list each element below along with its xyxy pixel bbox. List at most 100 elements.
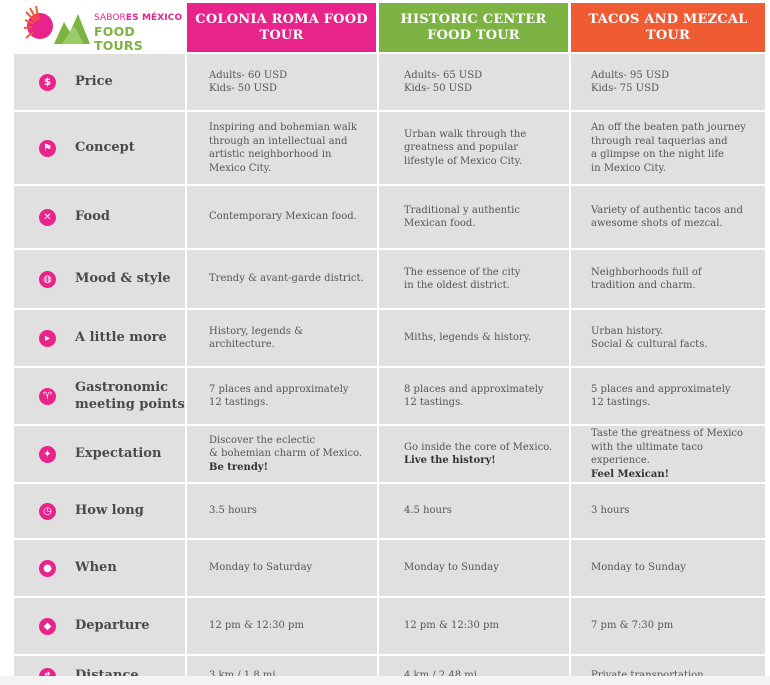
star-icon: ✦ [39,446,56,463]
cell-text: 7 places and approximately 12 tastings. [209,383,349,409]
table-row: $ Price Adults- 60 USD Kids- 50 USD Adults-… [14,54,765,110]
cell-text: Trendy & avant-garde district. [209,273,364,285]
table-row: ▸ A little more History, legends & archite… [14,310,765,366]
row-label: A little more [75,330,167,345]
cell-historic-center: 4 km / 2.48 mi [379,656,569,676]
row-label-cell: ◆ Departure [14,598,185,654]
cell-colonia-roma: Inspiring and bohemian walk through an i… [187,112,377,184]
cell-text: Monday to Sunday [591,562,686,574]
dollar-icon: $ [39,74,56,91]
cell-colonia-roma: Trendy & avant-garde district. [187,250,377,308]
row-label-cell: ↱ Distance [14,656,185,676]
flag-icon: ⚑ [39,140,56,157]
pennant-icon: ▸ [39,330,56,347]
globe-icon: ◍ [39,271,56,288]
cell-tacos-mezcal: Private transportation. [571,656,765,676]
column-header-historic-center[interactable]: HISTORIC CENTER FOOD TOUR [379,3,568,52]
cell-tacos-mezcal: Taste the greatness of Mexico with the u… [571,426,765,482]
row-label: Food [75,209,110,224]
row-label-cell: ◷ How long [14,484,185,538]
cell-tacos-mezcal: 5 places and approximately 12 tastings. [571,368,765,424]
cell-emphasis: Live the history! [404,455,496,466]
cell-emphasis: Be trendy! [209,461,269,473]
row-label-cell: $ Price [14,54,185,110]
row-label: Departure [75,618,150,633]
logo-sabor: SABOR [94,13,126,23]
calendar-icon: ● [39,560,56,577]
cell-text: History, legends & architecture. [209,325,304,351]
table-row: ◆ Departure 12 pm & 12:30 pm 12 pm & 12:30 … [14,598,765,654]
table-header: SABORES MÉXICO FOOD TOURS COLONIA ROMA F… [14,0,765,53]
cactus-icon [54,14,90,44]
cell-tacos-mezcal: An off the beaten path journey through r… [571,112,765,184]
cell-historic-center: Monday to Sunday [379,540,569,596]
cell-historic-center: 8 places and approximately 12 tastings. [379,368,569,424]
cell-text: 5 places and approximately 12 tastings. [591,383,731,409]
row-label: Distance [75,668,139,676]
cell-text: Adults- 95 USD Kids- 75 USD [591,69,670,95]
cell-text: 3 km / 1.8 mi [209,670,276,676]
cell-tacos-mezcal: Adults- 95 USD Kids- 75 USD [571,54,765,110]
row-label: Gastronomic meeting points [75,380,185,412]
row-label-cell: ⚑ Concept [14,112,185,184]
cell-text: Inspiring and bohemian walk through an i… [209,122,357,174]
cell-text: 3.5 hours [209,505,257,517]
cell-text: Traditional y authentic Mexican food. [404,204,520,230]
table-row: ◷ How long 3.5 hours 4.5 hours 3 hours [14,484,765,538]
cell-historic-center: Go inside the core of Mexico. Live the hi… [379,426,569,482]
cell-text: Discover the eclectic & bohemian charm o… [209,434,363,460]
table-row: ◍ Mood & style Trendy & avant-garde distri… [14,250,765,308]
cell-text: An off the beaten path journey through r… [591,122,746,174]
cell-text: Urban history. Social & cultural facts. [591,325,708,351]
logo-es-mexico: ES MÉXICO [125,13,183,23]
cell-tacos-mezcal: Variety of authentic tacos and awesome s… [571,186,765,248]
table-row: ● When Monday to Saturday Monday to Sunday M… [14,540,765,596]
cell-historic-center: 12 pm & 12:30 pm [379,598,569,654]
cell-colonia-roma: Discover the eclectic & bohemian charm o… [187,426,377,482]
cell-text: 12 pm & 12:30 pm [209,620,304,632]
bottom-scroll-edge [0,676,770,685]
cell-text: 7 pm & 7:30 pm [591,620,674,632]
cell-historic-center: The essence of the city in the oldest di… [379,250,569,308]
cell-text: The essence of the city in the oldest di… [404,266,521,292]
sun-cactus-logo-icon [24,6,53,39]
table-row: ↱ Distance 3 km / 1.8 mi 4 km / 2.48 mi Priv… [14,656,765,676]
table-row: ⚑ Concept Inspiring and bohemian walk thro… [14,112,765,184]
route-icon: ↱ [39,668,56,676]
column-header-tacos-mezcal[interactable]: TACOS AND MEZCAL TOUR [571,3,765,52]
clock-icon: ◷ [39,503,56,520]
cell-text: Taste the greatness of Mexico with the u… [591,428,744,466]
cell-historic-center: 4.5 hours [379,484,569,538]
cell-colonia-roma: Adults- 60 USD Kids- 50 USD [187,54,377,110]
row-label-cell: ◍ Mood & style [14,250,185,308]
row-label-cell: ✦ Expectation [14,426,185,482]
cell-colonia-roma: Monday to Saturday [187,540,377,596]
cell-historic-center: Traditional y authentic Mexican food. [379,186,569,248]
row-label-cell: ♈ Gastronomic meeting points [14,368,185,424]
cell-text: Contemporary Mexican food. [209,211,357,223]
row-label-cell: ▸ A little more [14,310,185,366]
cell-text: 12 pm & 12:30 pm [404,620,499,632]
row-label: Concept [75,140,135,155]
cell-text: Adults- 60 USD Kids- 50 USD [209,69,288,95]
column-header-colonia-roma[interactable]: COLONIA ROMA FOOD TOUR [187,3,376,52]
cell-text: Urban walk through the greatness and pop… [404,128,527,167]
cell-text: 4 km / 2.48 mi [404,670,477,676]
cell-text: 4.5 hours [404,505,452,517]
cell-text: Go inside the core of Mexico. [404,441,553,453]
cell-colonia-roma: 7 places and approximately 12 tastings. [187,368,377,424]
row-label-cell: ● When [14,540,185,596]
cell-colonia-roma: 12 pm & 12:30 pm [187,598,377,654]
cell-text: Neighborhoods full of tradition and char… [591,266,702,292]
row-label: Expectation [75,446,162,461]
tour-comparison-table: SABORES MÉXICO FOOD TOURS COLONIA ROMA F… [14,0,765,676]
brand-logo[interactable]: SABORES MÉXICO FOOD TOURS [14,0,186,53]
location-icon: ◆ [39,618,56,635]
cell-text: 3 hours [591,505,630,517]
cell-colonia-roma: 3.5 hours [187,484,377,538]
cell-tacos-mezcal: Urban history. Social & cultural facts. [571,310,765,366]
utensils-icon: ✕ [39,209,56,226]
cell-text: 8 places and approximately 12 tastings. [404,383,544,409]
cell-text: Monday to Sunday [404,562,499,574]
cell-colonia-roma: 3 km / 1.8 mi [187,656,377,676]
